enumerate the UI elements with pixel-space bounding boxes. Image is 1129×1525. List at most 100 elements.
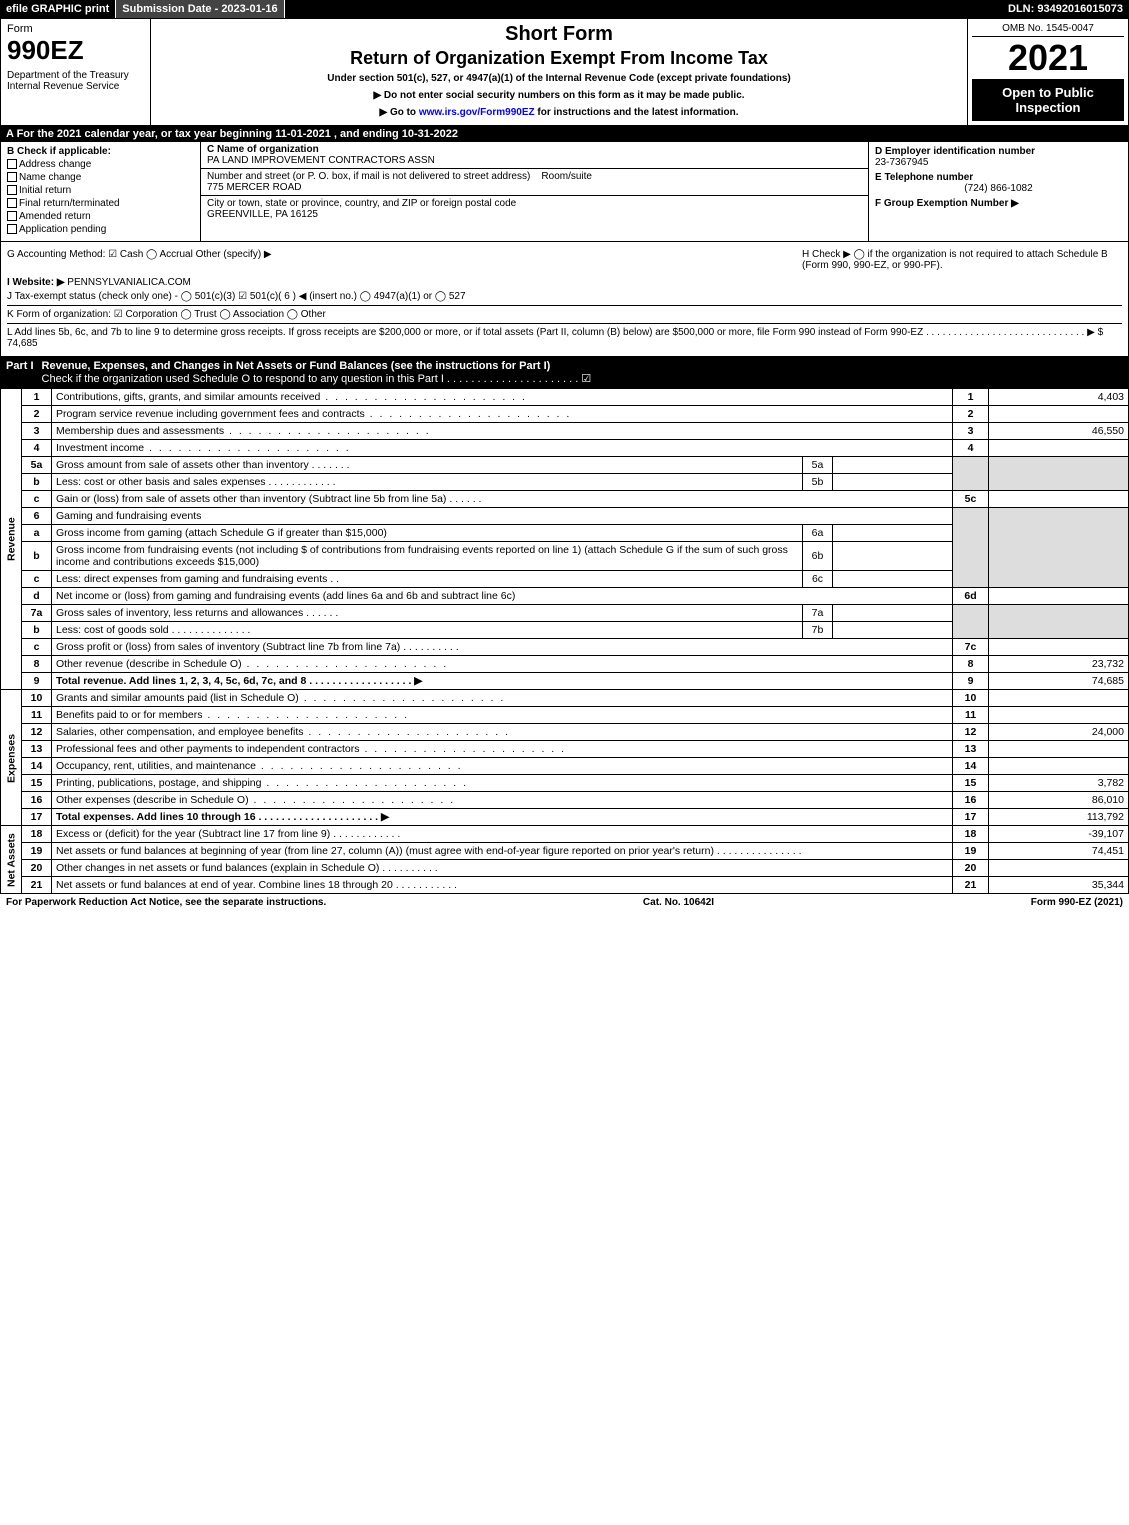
r5b-sub: 5b <box>803 474 833 491</box>
title-short-form: Short Form <box>159 23 959 46</box>
misc-block: G Accounting Method: ☑ Cash ◯ Accrual Ot… <box>0 242 1129 357</box>
line-i: I Website: ▶ PENNSYLVANIALICA.COM <box>7 277 1122 288</box>
ein: 23-7367945 <box>875 157 1122 168</box>
part-1-heading: Revenue, Expenses, and Changes in Net As… <box>42 360 551 372</box>
r14-n: 14 <box>22 758 52 775</box>
r7c-amt <box>989 639 1129 656</box>
r3-box: 3 <box>953 423 989 440</box>
r18-d: Excess or (deficit) for the year (Subtra… <box>52 826 953 843</box>
city-row: City or town, state or province, country… <box>201 196 868 222</box>
cb-name[interactable]: Name change <box>7 172 194 183</box>
r5c-d: Gain or (loss) from sale of assets other… <box>52 491 953 508</box>
cb-final[interactable]: Final return/terminated <box>7 198 194 209</box>
r5b-val <box>833 474 953 491</box>
dept-label: Department of the Treasury Internal Reve… <box>7 70 144 92</box>
r5a-d: Gross amount from sale of assets other t… <box>52 457 803 474</box>
r6a-d: Gross income from gaming (attach Schedul… <box>52 525 803 542</box>
r11-n: 11 <box>22 707 52 724</box>
street-label: Number and street (or P. O. box, if mail… <box>207 171 530 182</box>
revenue-vlabel: Revenue <box>1 389 22 690</box>
r7b-n: b <box>22 622 52 639</box>
r6-n: 6 <box>22 508 52 525</box>
cb-address[interactable]: Address change <box>7 159 194 170</box>
r3-amt: 46,550 <box>989 423 1129 440</box>
r7-shade <box>953 605 989 639</box>
cb-initial[interactable]: Initial return <box>7 185 194 196</box>
r8-d: Other revenue (describe in Schedule O) <box>52 656 953 673</box>
r2-d: Program service revenue including govern… <box>52 406 953 423</box>
open-public: Open to Public Inspection <box>972 79 1124 121</box>
r4-box: 4 <box>953 440 989 457</box>
r18-amt: -39,107 <box>989 826 1129 843</box>
r20-box: 20 <box>953 860 989 877</box>
r1-n: 1 <box>22 389 52 406</box>
r8-amt: 23,732 <box>989 656 1129 673</box>
r1-amt: 4,403 <box>989 389 1129 406</box>
r7a-sub: 7a <box>803 605 833 622</box>
r7-shade2 <box>989 605 1129 639</box>
org-name-row: C Name of organization PA LAND IMPROVEME… <box>201 142 868 169</box>
footer-right: Form 990-EZ (2021) <box>1031 897 1123 908</box>
r9-n: 9 <box>22 673 52 690</box>
part-1-check: Check if the organization used Schedule … <box>42 373 592 385</box>
r3-n: 3 <box>22 423 52 440</box>
r1-d: Contributions, gifts, grants, and simila… <box>52 389 953 406</box>
form-label: Form <box>7 23 144 35</box>
r16-n: 16 <box>22 792 52 809</box>
r6c-val <box>833 571 953 588</box>
r9-amt: 74,685 <box>989 673 1129 690</box>
r13-box: 13 <box>953 741 989 758</box>
e-label: E Telephone number <box>875 172 1122 183</box>
r5c-amt <box>989 491 1129 508</box>
r15-d: Printing, publications, postage, and shi… <box>52 775 953 792</box>
footer-mid: Cat. No. 10642I <box>643 897 714 908</box>
line-k: K Form of organization: ☑ Corporation ◯ … <box>7 305 1122 320</box>
check-b-label: B Check if applicable: <box>7 146 194 157</box>
irs-link[interactable]: www.irs.gov/Form990EZ <box>419 107 535 118</box>
r7b-val <box>833 622 953 639</box>
r16-d: Other expenses (describe in Schedule O) <box>52 792 953 809</box>
street-row: Number and street (or P. O. box, if mail… <box>201 169 868 196</box>
r6d-amt <box>989 588 1129 605</box>
r5a-n: 5a <box>22 457 52 474</box>
r6c-n: c <box>22 571 52 588</box>
r9-d: Total revenue. Add lines 1, 2, 3, 4, 5c,… <box>52 673 953 690</box>
r10-n: 10 <box>22 690 52 707</box>
cb-amended[interactable]: Amended return <box>7 211 194 222</box>
r7a-val <box>833 605 953 622</box>
r6b-sub: 6b <box>803 542 833 571</box>
part-1-bar: Part I Revenue, Expenses, and Changes in… <box>0 357 1129 388</box>
form-header: Form 990EZ Department of the Treasury In… <box>0 18 1129 126</box>
r3-d: Membership dues and assessments <box>52 423 953 440</box>
r6a-val <box>833 525 953 542</box>
r5c-box: 5c <box>953 491 989 508</box>
r19-d: Net assets or fund balances at beginning… <box>52 843 953 860</box>
form-number: 990EZ <box>7 35 144 66</box>
r16-amt: 86,010 <box>989 792 1129 809</box>
cb-pending[interactable]: Application pending <box>7 224 194 235</box>
header-right: OMB No. 1545-0047 2021 Open to Public In… <box>968 19 1128 125</box>
r6-d: Gaming and fundraising events <box>52 508 953 525</box>
r6b-n: b <box>22 542 52 571</box>
r21-box: 21 <box>953 877 989 894</box>
title-main: Return of Organization Exempt From Incom… <box>159 48 959 69</box>
r11-d: Benefits paid to or for members <box>52 707 953 724</box>
info-block: B Check if applicable: Address change Na… <box>0 142 1129 242</box>
r18-n: 18 <box>22 826 52 843</box>
header-mid: Short Form Return of Organization Exempt… <box>151 19 968 125</box>
r6a-n: a <box>22 525 52 542</box>
r4-amt <box>989 440 1129 457</box>
r15-box: 15 <box>953 775 989 792</box>
r6a-sub: 6a <box>803 525 833 542</box>
r13-n: 13 <box>22 741 52 758</box>
r5-shade2 <box>989 457 1129 491</box>
r5c-n: c <box>22 491 52 508</box>
r6d-n: d <box>22 588 52 605</box>
r21-d: Net assets or fund balances at end of ye… <box>52 877 953 894</box>
line-i-label: I Website: ▶ <box>7 277 65 288</box>
r6-shade <box>953 508 989 588</box>
d-label: D Employer identification number <box>875 146 1122 157</box>
r12-d: Salaries, other compensation, and employ… <box>52 724 953 741</box>
line-h: H Check ▶ ◯ if the organization is not r… <box>802 249 1122 271</box>
goto-note: ▶ Go to www.irs.gov/Form990EZ for instru… <box>159 107 959 118</box>
